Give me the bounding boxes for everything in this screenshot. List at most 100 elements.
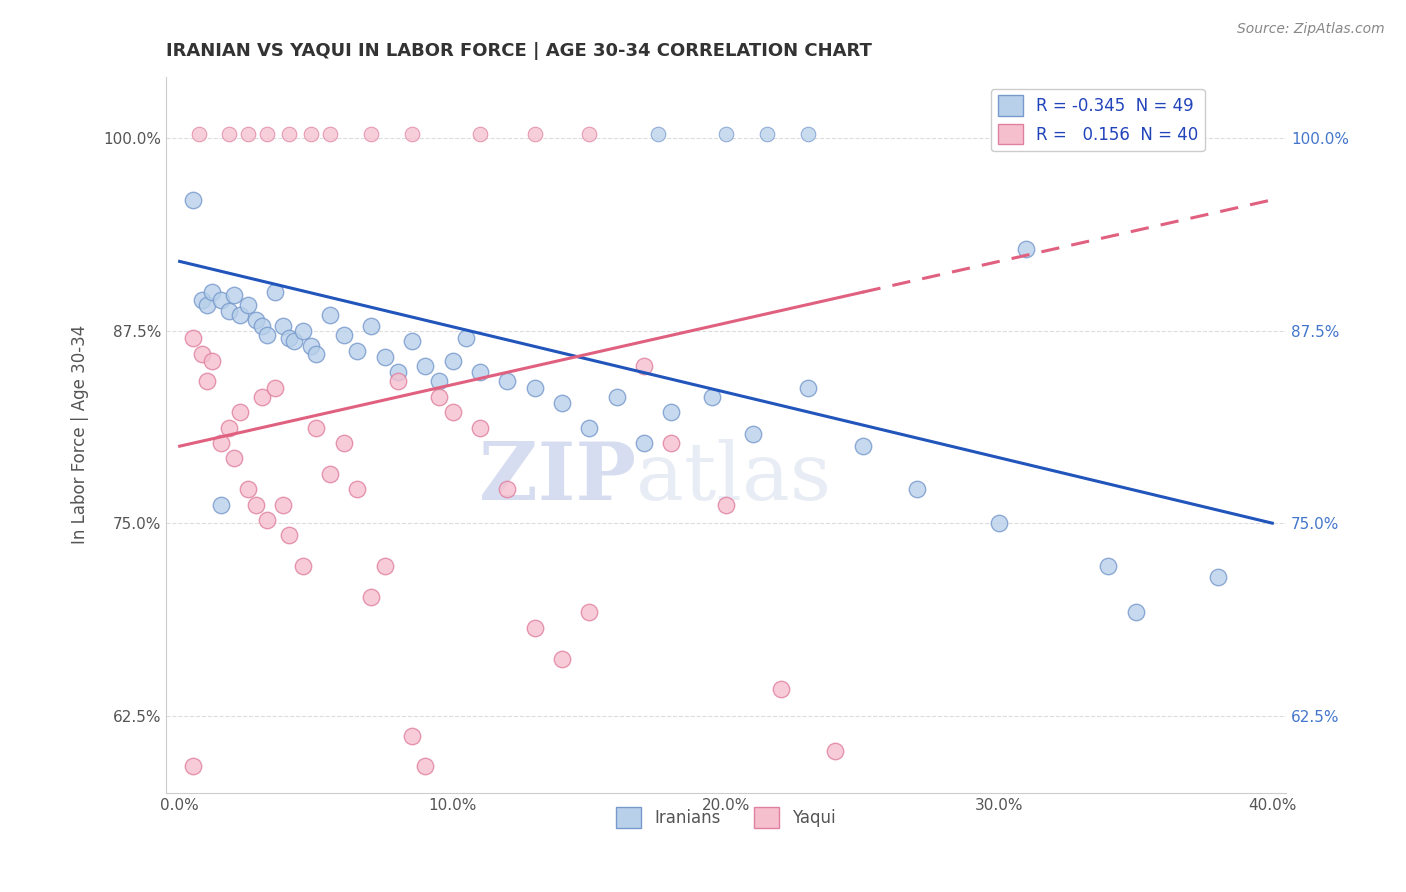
Point — [401, 127, 423, 141]
Point — [551, 651, 574, 665]
Point — [195, 805, 218, 820]
Point — [468, 365, 491, 379]
Point — [250, 390, 273, 404]
Point — [427, 390, 450, 404]
Point — [250, 319, 273, 334]
Point — [236, 483, 259, 497]
Point — [373, 350, 395, 364]
Point — [264, 285, 287, 300]
Point — [201, 354, 224, 368]
Point — [181, 193, 204, 207]
Point — [851, 439, 873, 453]
Point — [578, 127, 600, 141]
Point — [755, 127, 778, 141]
Point — [387, 365, 409, 379]
Point — [905, 483, 928, 497]
Point — [277, 528, 299, 542]
Text: ZIP: ZIP — [479, 439, 637, 516]
Point — [209, 852, 232, 866]
Point — [468, 420, 491, 434]
Point — [523, 381, 546, 395]
Point — [647, 127, 669, 141]
Point — [224, 288, 246, 302]
Point — [373, 559, 395, 574]
Point — [181, 331, 204, 345]
Point — [360, 127, 382, 141]
Point — [415, 759, 437, 773]
Point — [256, 127, 278, 141]
Point — [229, 308, 252, 322]
Text: Source: ZipAtlas.com: Source: ZipAtlas.com — [1237, 22, 1385, 37]
Point — [181, 759, 204, 773]
Point — [332, 328, 354, 343]
Point — [299, 339, 322, 353]
Legend: Iranians, Yaqui: Iranians, Yaqui — [609, 801, 842, 834]
Point — [256, 328, 278, 343]
Point — [190, 293, 212, 307]
Point — [195, 297, 218, 311]
Point — [360, 590, 382, 604]
Point — [427, 375, 450, 389]
Point — [633, 436, 655, 450]
Point — [305, 420, 328, 434]
Point — [633, 359, 655, 373]
Point — [551, 396, 574, 410]
Point — [456, 331, 478, 345]
Point — [401, 334, 423, 349]
Point — [273, 319, 295, 334]
Point — [523, 127, 546, 141]
Point — [319, 127, 342, 141]
Point — [277, 127, 299, 141]
Point — [1125, 606, 1147, 620]
Point — [291, 559, 314, 574]
Point — [441, 405, 464, 419]
Point — [209, 436, 232, 450]
Point — [1206, 570, 1229, 584]
Point — [299, 127, 322, 141]
Point — [769, 682, 792, 697]
Point — [283, 334, 305, 349]
Point — [1097, 559, 1119, 574]
Point — [195, 375, 218, 389]
Point — [209, 293, 232, 307]
Point — [229, 405, 252, 419]
Point — [224, 451, 246, 466]
Point — [659, 436, 682, 450]
Point — [201, 285, 224, 300]
Point — [319, 467, 342, 481]
Point — [714, 498, 737, 512]
Point — [797, 127, 820, 141]
Point — [346, 343, 368, 358]
Point — [277, 331, 299, 345]
Point — [824, 744, 846, 758]
Point — [190, 347, 212, 361]
Point — [218, 127, 240, 141]
Point — [702, 390, 724, 404]
Point — [387, 375, 409, 389]
Point — [401, 729, 423, 743]
Point — [523, 621, 546, 635]
Point — [305, 347, 328, 361]
Point — [273, 498, 295, 512]
Point — [742, 426, 765, 441]
Point — [496, 375, 519, 389]
Point — [236, 297, 259, 311]
Point — [346, 483, 368, 497]
Point — [218, 303, 240, 318]
Point — [797, 381, 820, 395]
Point — [332, 436, 354, 450]
Point — [218, 420, 240, 434]
Point — [291, 324, 314, 338]
Point — [578, 606, 600, 620]
Point — [496, 483, 519, 497]
Point — [441, 354, 464, 368]
Point — [319, 308, 342, 322]
Point — [245, 498, 267, 512]
Point — [264, 381, 287, 395]
Point — [236, 127, 259, 141]
Point — [988, 516, 1011, 531]
Point — [245, 313, 267, 327]
Point — [606, 390, 628, 404]
Point — [714, 127, 737, 141]
Text: atlas: atlas — [637, 439, 831, 516]
